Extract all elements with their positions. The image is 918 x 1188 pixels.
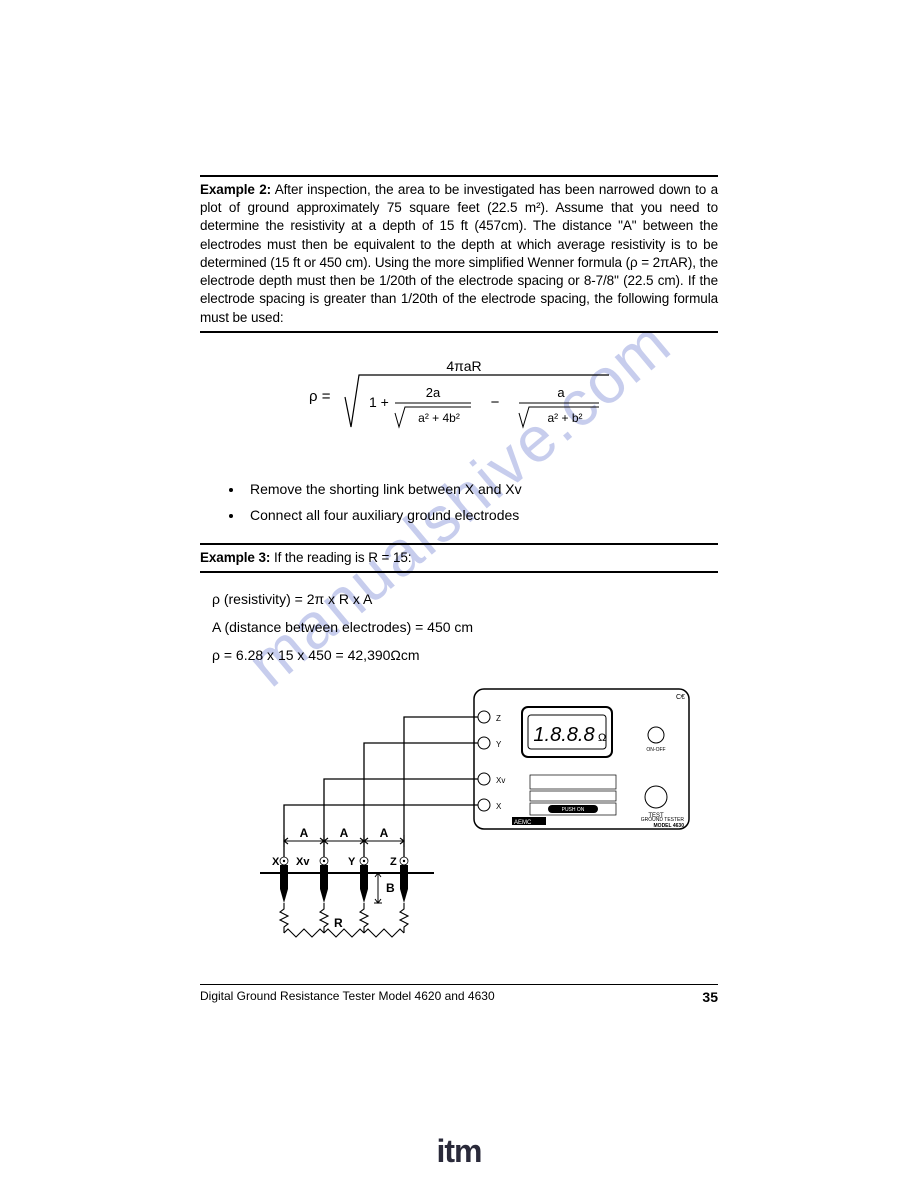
footer-page: 35 bbox=[702, 989, 718, 1005]
example3-text: If the reading is R = 15: bbox=[270, 550, 411, 565]
calc-line3: ρ = 6.28 x 15 x 450 = 42,390Ωcm bbox=[212, 641, 718, 669]
formula-lhs: ρ = bbox=[309, 388, 331, 405]
svg-text:ON-OFF: ON-OFF bbox=[646, 747, 665, 753]
svg-text:Y: Y bbox=[496, 740, 502, 749]
label-A2: A bbox=[340, 826, 349, 840]
formula-frac1-bot: a² + 4b² bbox=[418, 411, 460, 425]
example3-box: Example 3: If the reading is R = 15: bbox=[200, 543, 718, 573]
formula-block: ρ = 4πaR 1 + 2a a² + 4b² − a bbox=[200, 357, 718, 442]
device-display: 1.8.8.8 bbox=[533, 724, 594, 746]
svg-text:C€: C€ bbox=[676, 694, 685, 701]
formula-leading: 1 + bbox=[369, 394, 389, 410]
electrode-Xv: Xv bbox=[296, 856, 310, 868]
footer-title: Digital Ground Resistance Tester Model 4… bbox=[200, 989, 495, 1005]
electrode-Z: Z bbox=[390, 856, 397, 868]
diagram: Z Y Xv X 1.8.8.8 Ω ON-OFF TEST bbox=[200, 679, 718, 944]
label-R: R bbox=[334, 916, 343, 930]
svg-text:AEMC: AEMC bbox=[514, 820, 532, 826]
itm-logo: itm bbox=[437, 1133, 482, 1170]
example2-box: Example 2: After inspection, the area to… bbox=[200, 175, 718, 333]
svg-text:Xv: Xv bbox=[496, 776, 505, 785]
svg-text:PUSH ON: PUSH ON bbox=[562, 807, 585, 813]
example3-label: Example 3: bbox=[200, 550, 270, 565]
svg-text:MODEL 4630: MODEL 4630 bbox=[654, 823, 685, 829]
bullet-1: Remove the shorting link between X and X… bbox=[244, 476, 718, 503]
formula-frac2-bot: a² + b² bbox=[547, 411, 582, 425]
bullet-list: Remove the shorting link between X and X… bbox=[200, 476, 718, 529]
svg-text:X: X bbox=[496, 802, 502, 811]
page-footer: Digital Ground Resistance Tester Model 4… bbox=[200, 984, 718, 1005]
formula-frac2-top: a bbox=[557, 385, 565, 400]
formula-numerator: 4πaR bbox=[446, 358, 481, 374]
example2-label: Example 2: bbox=[200, 182, 271, 197]
electrode-X: X bbox=[272, 856, 280, 868]
calc-line2: A (distance between electrodes) = 450 cm bbox=[212, 613, 718, 641]
formula-minus: − bbox=[491, 394, 500, 411]
device-unit: Ω bbox=[598, 732, 606, 744]
label-A1: A bbox=[300, 826, 309, 840]
calc-line1: ρ (resistivity) = 2π x R x A bbox=[212, 585, 718, 613]
formula-frac1-top: 2a bbox=[426, 385, 441, 400]
label-B: B bbox=[386, 881, 395, 895]
example2-text: After inspection, the area to be investi… bbox=[200, 182, 718, 325]
svg-text:Z: Z bbox=[496, 714, 501, 723]
label-A3: A bbox=[380, 826, 389, 840]
bullet-2: Connect all four auxiliary ground electr… bbox=[244, 502, 718, 529]
calc-block: ρ (resistivity) = 2π x R x A A (distance… bbox=[200, 585, 718, 669]
electrode-Y: Y bbox=[348, 856, 356, 868]
